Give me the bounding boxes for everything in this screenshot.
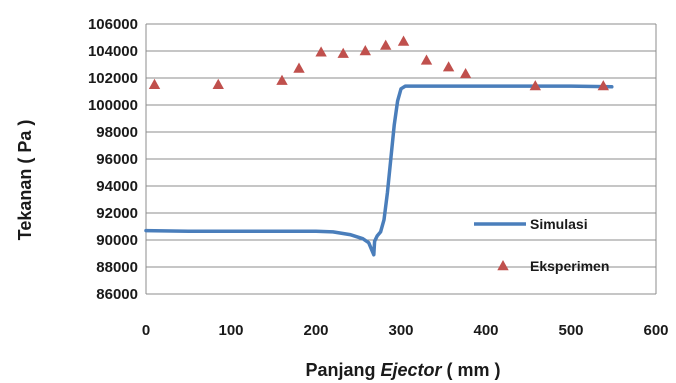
data-point-eksperimen [397,35,410,46]
y-tick-label: 98000 [96,124,138,141]
x-tick-label: 300 [388,322,413,339]
data-point-eksperimen [212,78,224,89]
legend-label-simulasi: Simulasi [530,216,588,232]
data-point-eksperimen [459,67,472,79]
x-tick-label: 400 [473,322,498,339]
legend: Simulasi Eksperimen [474,216,609,274]
data-point-eksperimen [359,45,371,56]
data-point-eksperimen [597,80,609,91]
x-axis-title-part: Panjang [305,360,380,380]
y-tick-label: 88000 [96,259,138,276]
data-point-eksperimen [380,39,392,50]
data-point-eksperimen [442,61,455,72]
axis-layer: 86000 88000 90000 92000 94000 96000 98000 10000… [88,16,669,339]
y-tick-label: 102000 [88,70,138,87]
data-point-eksperimen [148,78,161,89]
x-tick-label: 100 [218,322,243,339]
data-point-eksperimen [420,54,433,65]
y-tick-label: 94000 [96,178,138,195]
x-tick-label: 0 [142,322,150,339]
x-axis-title: Panjang Ejector ( mm ) [305,360,500,380]
x-axis-title-part: ( mm ) [442,360,501,380]
y-tick-label: 92000 [96,205,138,222]
x-tick-label: 200 [303,322,328,339]
y-tick-label: 100000 [88,97,138,114]
data-point-eksperimen [529,80,541,91]
y-tick-label: 104000 [88,43,138,60]
x-axis-title-part: Ejector [380,360,442,380]
y-axis-title: Tekanan ( Pa ) [15,120,35,241]
y-tick-label: 106000 [88,16,138,33]
series-line-simulasi [144,84,614,257]
x-tick-label: 600 [643,322,668,339]
data-point-eksperimen [337,47,349,58]
data-point-eksperimen [293,62,305,73]
legend-label-eksperimen: Eksperimen [530,258,609,274]
x-tick-label: 500 [558,322,583,339]
legend-marker-eksperimen [497,260,509,271]
grid-layer [146,23,656,295]
y-tick-label: 86000 [96,286,138,303]
series-layer [144,35,614,257]
data-point-eksperimen [315,46,327,57]
y-tick-label: 96000 [96,151,138,168]
data-point-eksperimen [276,74,288,85]
y-tick-label: 90000 [96,232,138,249]
